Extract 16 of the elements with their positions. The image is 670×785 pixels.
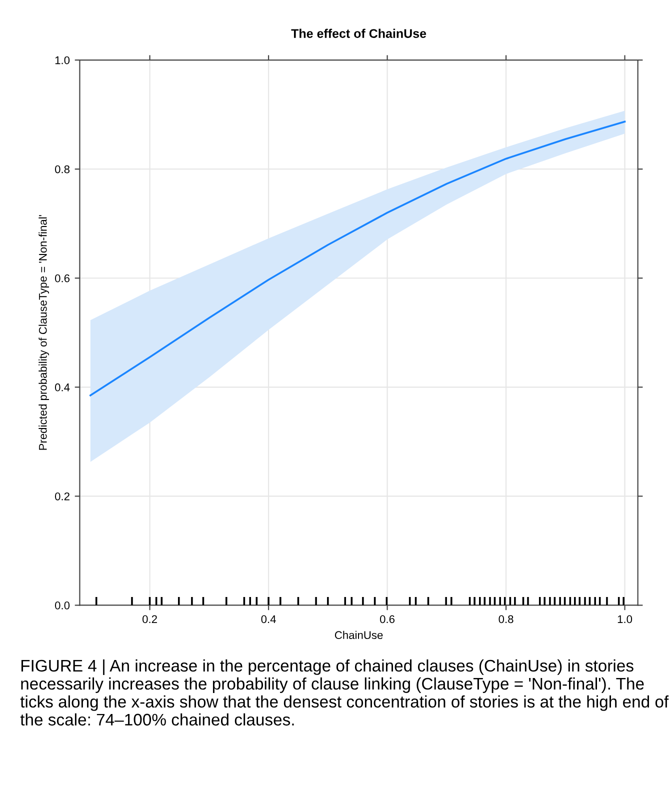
y-tick-label: 0.6 [54, 274, 70, 282]
line-series [90, 120, 626, 396]
y-tick-label: 0.4 [54, 383, 70, 392]
x-tick-label: 1.0 [618, 615, 632, 624]
x-tick-label: 0.8 [498, 615, 514, 624]
y-tick-label: 1.0 [55, 56, 70, 64]
y-tick-label: 0.2 [54, 492, 70, 500]
x-axis-title: ChainUse [334, 630, 383, 640]
y-axis-title: Predicted probability of ClauseType = 'Non-final' [38, 215, 50, 450]
x-tick-label: 0.6 [380, 615, 395, 624]
x-tick-label: 0.4 [261, 615, 276, 624]
chart-title: The effect of ChainUse [291, 28, 426, 38]
y-tick-label: 0.8 [54, 165, 70, 174]
y-tick-label: 0.0 [54, 602, 70, 610]
caption: FIGURE 4 | An increase in the percentage of chained clauses (ChainUse) in stories necessarily increases the probability of clause linking (ClauseType = 'Non-final'). The ticks along the x-axis show that the densest concentration of stories is at the high end of the scale: 74–100% chained clauses. [20, 659, 669, 726]
x-tick-label: 0.2 [142, 615, 157, 624]
